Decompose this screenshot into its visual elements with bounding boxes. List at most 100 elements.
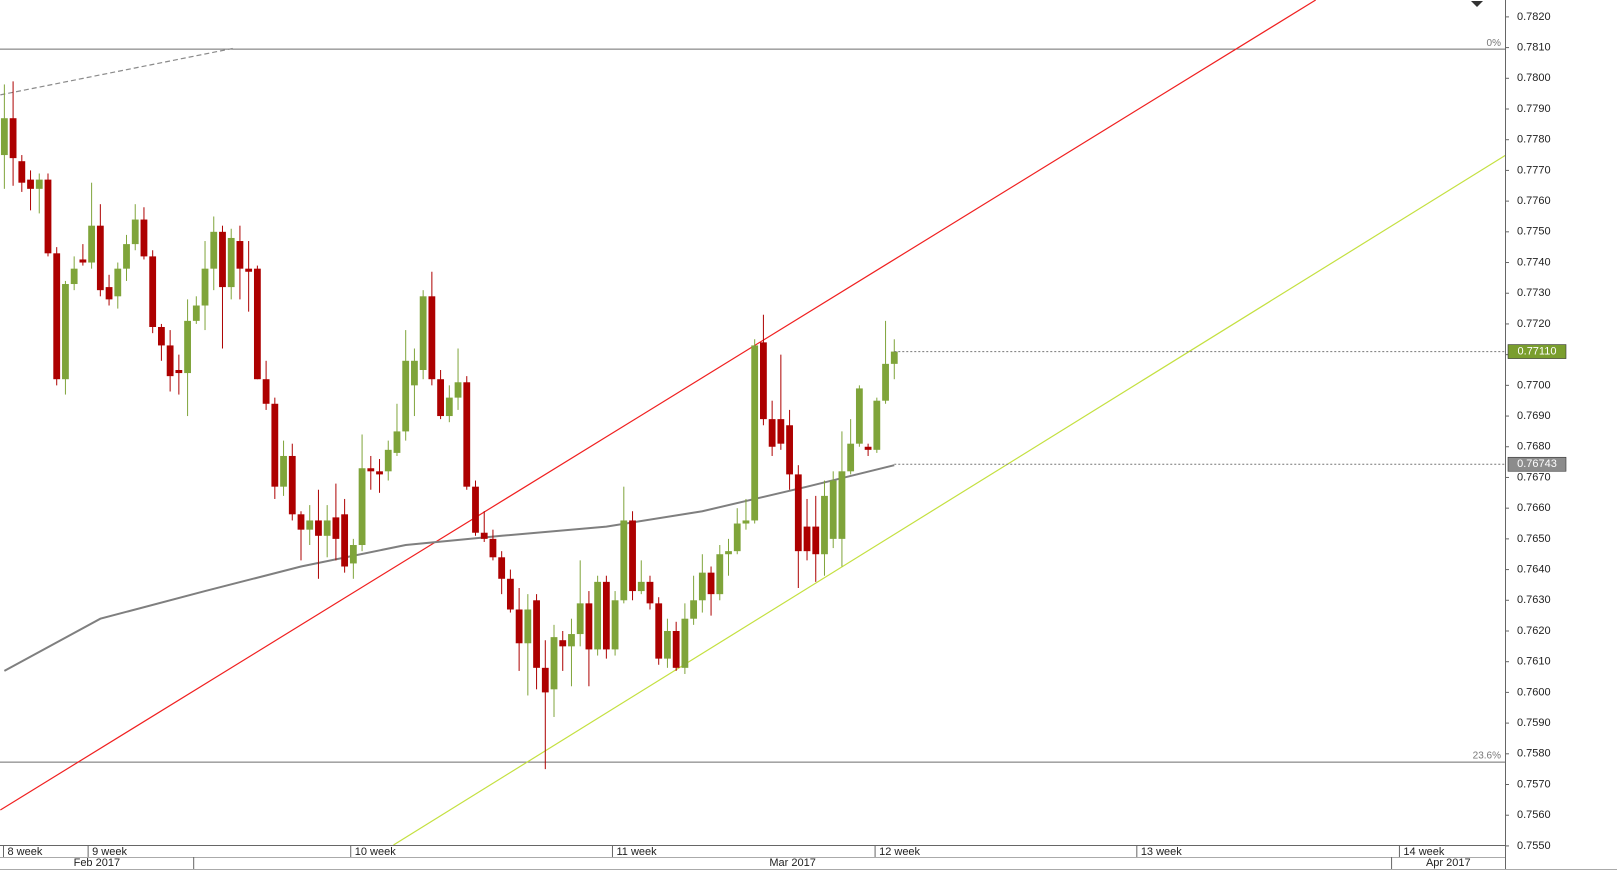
candle-body xyxy=(9,118,17,159)
candle-body xyxy=(419,296,427,370)
y-tick-label: 0.7560 xyxy=(1517,809,1551,821)
candle-body xyxy=(576,603,584,635)
candle-body xyxy=(506,578,514,610)
candle-body xyxy=(681,618,689,668)
candle-body xyxy=(236,241,244,269)
week-label: 12 week xyxy=(879,846,920,858)
candle-body xyxy=(280,455,287,487)
y-tick-label: 0.7750 xyxy=(1517,226,1551,238)
candle-body xyxy=(411,360,418,386)
y-tick-label: 0.7600 xyxy=(1517,686,1551,698)
month-label: Feb 2017 xyxy=(74,857,120,869)
y-tick-label: 0.7660 xyxy=(1517,502,1551,514)
y-tick-label: 0.7570 xyxy=(1517,778,1551,790)
candle-body xyxy=(472,486,479,533)
candle-body xyxy=(594,581,602,650)
y-tick-label: 0.7690 xyxy=(1517,410,1551,422)
price-tag-label: 0.76743 xyxy=(1517,458,1557,470)
candle-body xyxy=(742,520,750,524)
candle-body xyxy=(454,382,462,398)
candle-body xyxy=(140,219,148,257)
candle-body xyxy=(620,520,628,601)
candle-body xyxy=(297,514,305,530)
y-tick-label: 0.7620 xyxy=(1517,625,1551,637)
candle-body xyxy=(175,369,183,374)
y-tick-label: 0.7760 xyxy=(1517,195,1551,207)
week-label: 10 week xyxy=(355,846,396,858)
candle-body xyxy=(428,296,436,380)
candle-body xyxy=(821,495,828,555)
candle-body xyxy=(315,520,322,536)
candle-body xyxy=(890,351,898,364)
candle-body xyxy=(794,474,802,552)
candle-body xyxy=(585,603,593,650)
candle-body xyxy=(123,244,130,269)
month-label: Apr 2017 xyxy=(1426,857,1471,869)
y-tick-label: 0.7730 xyxy=(1517,287,1551,299)
price-tag xyxy=(1507,344,1567,359)
y-tick-label: 0.7640 xyxy=(1517,563,1551,575)
candle-body xyxy=(855,388,863,444)
candle-body xyxy=(725,551,732,555)
y-tick-label: 0.7670 xyxy=(1517,471,1551,483)
candle-body xyxy=(463,382,471,487)
candle-body xyxy=(646,581,654,604)
candle-body xyxy=(873,400,881,450)
candle-body xyxy=(306,520,314,530)
week-label: 14 week xyxy=(1403,846,1444,858)
y-tick-label: 0.7770 xyxy=(1517,164,1551,176)
candle-body xyxy=(184,320,191,374)
candle-body xyxy=(79,259,87,263)
month-label: Mar 2017 xyxy=(769,857,815,869)
y-tick-label: 0.7650 xyxy=(1517,533,1551,545)
candle-body xyxy=(629,520,636,592)
candle-body xyxy=(698,572,706,601)
candle-body xyxy=(768,419,776,447)
candle-body xyxy=(367,468,375,472)
candle-body xyxy=(707,572,715,595)
candle-body xyxy=(192,305,200,321)
candle-body xyxy=(655,603,663,659)
price-tag xyxy=(1507,456,1567,472)
candle-body xyxy=(541,667,549,693)
candle-body xyxy=(568,634,575,647)
candle-body xyxy=(227,237,235,288)
candle-body xyxy=(533,600,540,668)
y-tick-label: 0.7680 xyxy=(1517,441,1551,453)
candle-body xyxy=(480,532,488,539)
candle-body xyxy=(847,443,855,472)
y-tick-label: 0.7820 xyxy=(1517,11,1551,23)
candle-body xyxy=(158,327,165,346)
candle-body xyxy=(445,397,453,417)
candle-body xyxy=(18,161,26,183)
candle-body xyxy=(219,231,226,288)
candle-body xyxy=(402,360,410,432)
candle-body xyxy=(62,284,69,380)
candle-body xyxy=(245,268,253,272)
candle-body xyxy=(201,268,209,306)
candle-body xyxy=(882,363,889,401)
candle-body xyxy=(288,455,296,515)
candle-body xyxy=(716,554,724,595)
candle-body xyxy=(760,342,767,420)
candle-body xyxy=(149,256,157,328)
candle-body xyxy=(35,179,43,189)
candle-body xyxy=(733,523,741,552)
y-tick-label: 0.7720 xyxy=(1517,318,1551,330)
candle-body xyxy=(864,446,872,450)
week-label: 8 week xyxy=(7,846,42,858)
candle-body xyxy=(672,630,680,668)
candle-body xyxy=(838,471,846,539)
y-tick-label: 0.7630 xyxy=(1517,594,1551,606)
candle-body xyxy=(253,268,261,380)
y-tick-label: 0.7810 xyxy=(1517,41,1551,53)
scroll-marker[interactable] xyxy=(1471,1,1483,7)
candle-body xyxy=(210,231,218,269)
y-tick-label: 0.7780 xyxy=(1517,134,1551,146)
y-tick-label: 0.7700 xyxy=(1517,379,1551,391)
candle-body xyxy=(332,517,340,539)
fib-label: 0% xyxy=(1487,38,1502,49)
trendline xyxy=(0,0,1316,811)
